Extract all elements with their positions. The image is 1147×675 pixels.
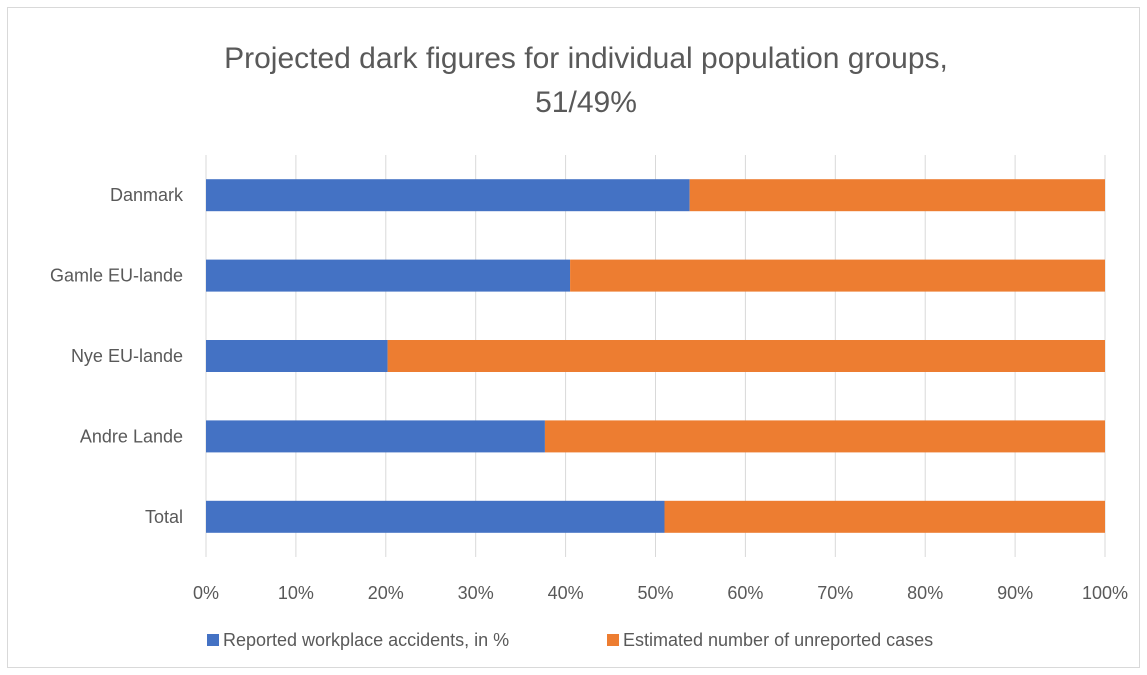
x-tick-label: 30% bbox=[458, 583, 494, 603]
bar-reported bbox=[206, 500, 665, 533]
chart-frame bbox=[7, 7, 1140, 668]
bar-unreported bbox=[689, 179, 1105, 212]
x-tick-label: 40% bbox=[548, 583, 584, 603]
bar-reported bbox=[206, 259, 571, 292]
x-tick-label: 60% bbox=[727, 583, 763, 603]
x-tick-label: 50% bbox=[637, 583, 673, 603]
x-tick-label: 90% bbox=[997, 583, 1033, 603]
y-category-label: Gamle EU-lande bbox=[50, 266, 183, 286]
bar-reported bbox=[206, 340, 388, 372]
x-tick-label: 10% bbox=[278, 583, 314, 603]
bar-unreported bbox=[664, 500, 1105, 533]
bar-reported bbox=[206, 420, 545, 453]
y-category-label: Andre Lande bbox=[80, 426, 183, 446]
legend-swatch bbox=[607, 634, 619, 646]
legend: Reported workplace accidents, in % Estima… bbox=[207, 630, 933, 650]
y-category-label: Total bbox=[145, 507, 183, 527]
axis-labels: 0% 10% 20% 30% 40% 50% 60% 70% 80% 90% 100% Danmark… bbox=[50, 185, 1128, 603]
x-tick-label: 100% bbox=[1082, 583, 1128, 603]
x-tick-label: 70% bbox=[817, 583, 853, 603]
x-tick-label: 80% bbox=[907, 583, 943, 603]
y-category-label: Danmark bbox=[110, 185, 184, 205]
y-category-label: Nye EU-lande bbox=[71, 346, 183, 366]
x-tick-label: 20% bbox=[368, 583, 404, 603]
bars bbox=[206, 179, 1105, 533]
bar-unreported bbox=[387, 340, 1105, 372]
legend-label: Reported workplace accidents, in % bbox=[223, 630, 509, 650]
bar-unreported bbox=[570, 259, 1105, 292]
chart-title-line-1: Projected dark figures for individual po… bbox=[224, 42, 948, 75]
legend-label: Estimated number of unreported cases bbox=[623, 630, 933, 650]
chart-title-line-2: 51/49% bbox=[535, 86, 637, 119]
bar-reported bbox=[206, 179, 690, 212]
legend-swatch bbox=[207, 634, 219, 646]
x-tick-label: 0% bbox=[193, 583, 219, 603]
bar-unreported bbox=[544, 420, 1105, 453]
